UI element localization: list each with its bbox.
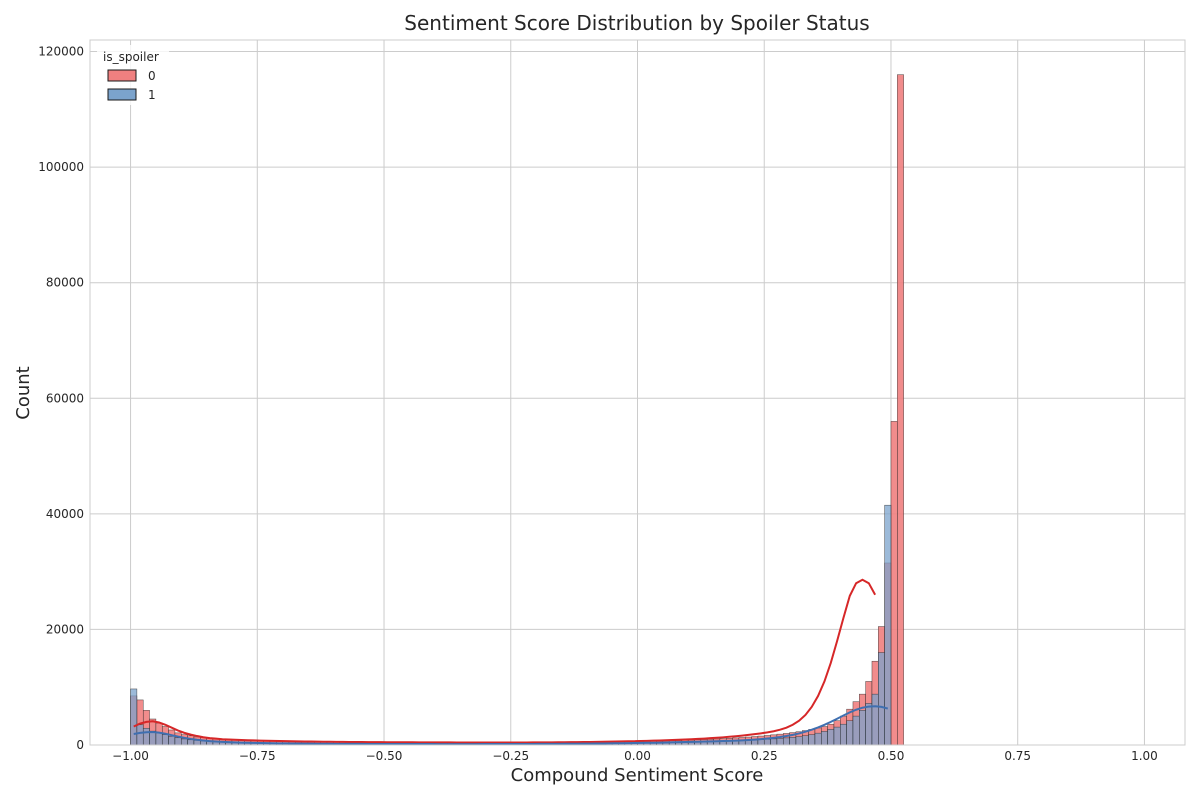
histogram-bar-series-1 (814, 732, 822, 746)
histogram-bar-series-1 (168, 736, 176, 746)
histogram-bar-series-1 (130, 688, 138, 746)
histogram-bar-series-1 (802, 735, 809, 746)
histogram-bar-series-1 (142, 727, 150, 746)
histogram-bar-series-1 (187, 739, 195, 746)
histogram-bar-series-0 (890, 421, 898, 746)
y-axis-ticks: 0 20000 40000 60000 80000 100000 120000 (38, 45, 84, 752)
legend-swatch-0 (107, 69, 137, 82)
y-tick-label: 20000 (46, 622, 84, 636)
plot-frame (89, 39, 1186, 746)
histogram-bar-series-1 (878, 652, 885, 746)
histogram-bar-series-1 (782, 737, 790, 746)
legend-label-0: 0 (148, 69, 156, 83)
y-tick-label: 0 (76, 738, 84, 752)
histogram-bar-series-1 (776, 738, 784, 746)
kde-line-series-1 (133, 705, 889, 746)
legend-label-1: 1 (148, 88, 156, 102)
histogram-bar-series-1 (871, 693, 879, 746)
plot-area (89, 39, 1186, 746)
y-tick-label: 40000 (46, 507, 84, 521)
x-tick-label: 0.00 (624, 749, 651, 763)
histogram-bar-series-1 (770, 738, 778, 746)
y-tick-label: 60000 (46, 391, 84, 405)
x-tick-label: 0.25 (751, 749, 778, 763)
histogram-bar-series-1 (789, 737, 797, 746)
x-tick-label: −0.50 (366, 749, 403, 763)
histogram-bar-series-1 (795, 736, 803, 746)
histogram-bar-series-1 (193, 740, 201, 746)
x-tick-label: −0.25 (492, 749, 529, 763)
kde-curves (133, 578, 889, 746)
x-axis-ticks: −1.00 −0.75 −0.50 −0.25 0.00 0.25 0.50 0.75 1.00 (112, 749, 1158, 763)
histogram-bar-series-1 (865, 703, 873, 746)
y-tick-label: 100000 (38, 160, 84, 174)
histogram-bar-series-1 (821, 731, 828, 746)
histogram-bar-series-1 (155, 732, 163, 746)
histogram-bar-series-1 (827, 729, 835, 746)
histogram-bar-series-1 (763, 739, 771, 746)
histogram-bar-series-1 (757, 739, 765, 746)
x-tick-label: 0.50 (878, 749, 905, 763)
legend-title: is_spoiler (103, 50, 159, 64)
histogram-bar-series-1 (181, 738, 188, 746)
histogram-bar-series-1 (174, 737, 182, 746)
histogram-bar-series-0 (897, 74, 904, 746)
x-tick-label: −0.75 (239, 749, 276, 763)
histogram-bar-series-1 (840, 723, 847, 746)
histogram-bar-series-1 (149, 730, 157, 746)
x-tick-label: 1.00 (1131, 749, 1158, 763)
grid (90, 40, 1185, 746)
histogram-bar-series-1 (751, 739, 759, 746)
histogram-bar-series-1 (136, 724, 144, 746)
histogram-bar-series-1 (161, 734, 169, 746)
histogram-bar-series-1 (846, 720, 854, 746)
legend-swatch-1 (107, 88, 137, 101)
histogram-bar-series-1 (859, 710, 866, 746)
y-tick-label: 80000 (46, 276, 84, 290)
x-tick-label: −1.00 (112, 749, 149, 763)
histogram-bar-series-1 (884, 504, 892, 746)
y-axis-label: Count (13, 366, 34, 419)
chart-title: Sentiment Score Distribution by Spoiler … (404, 11, 869, 35)
kde-line-series-0 (133, 578, 877, 744)
histogram-bar-series-1 (808, 734, 816, 746)
histogram-bar-series-1 (833, 726, 841, 746)
x-axis-label: Compound Sentiment Score (511, 765, 764, 786)
x-tick-label: 0.75 (1004, 749, 1031, 763)
y-tick-label: 120000 (38, 45, 84, 59)
histogram-bar-series-1 (852, 715, 860, 746)
legend: is_spoiler 0 1 (97, 45, 169, 105)
